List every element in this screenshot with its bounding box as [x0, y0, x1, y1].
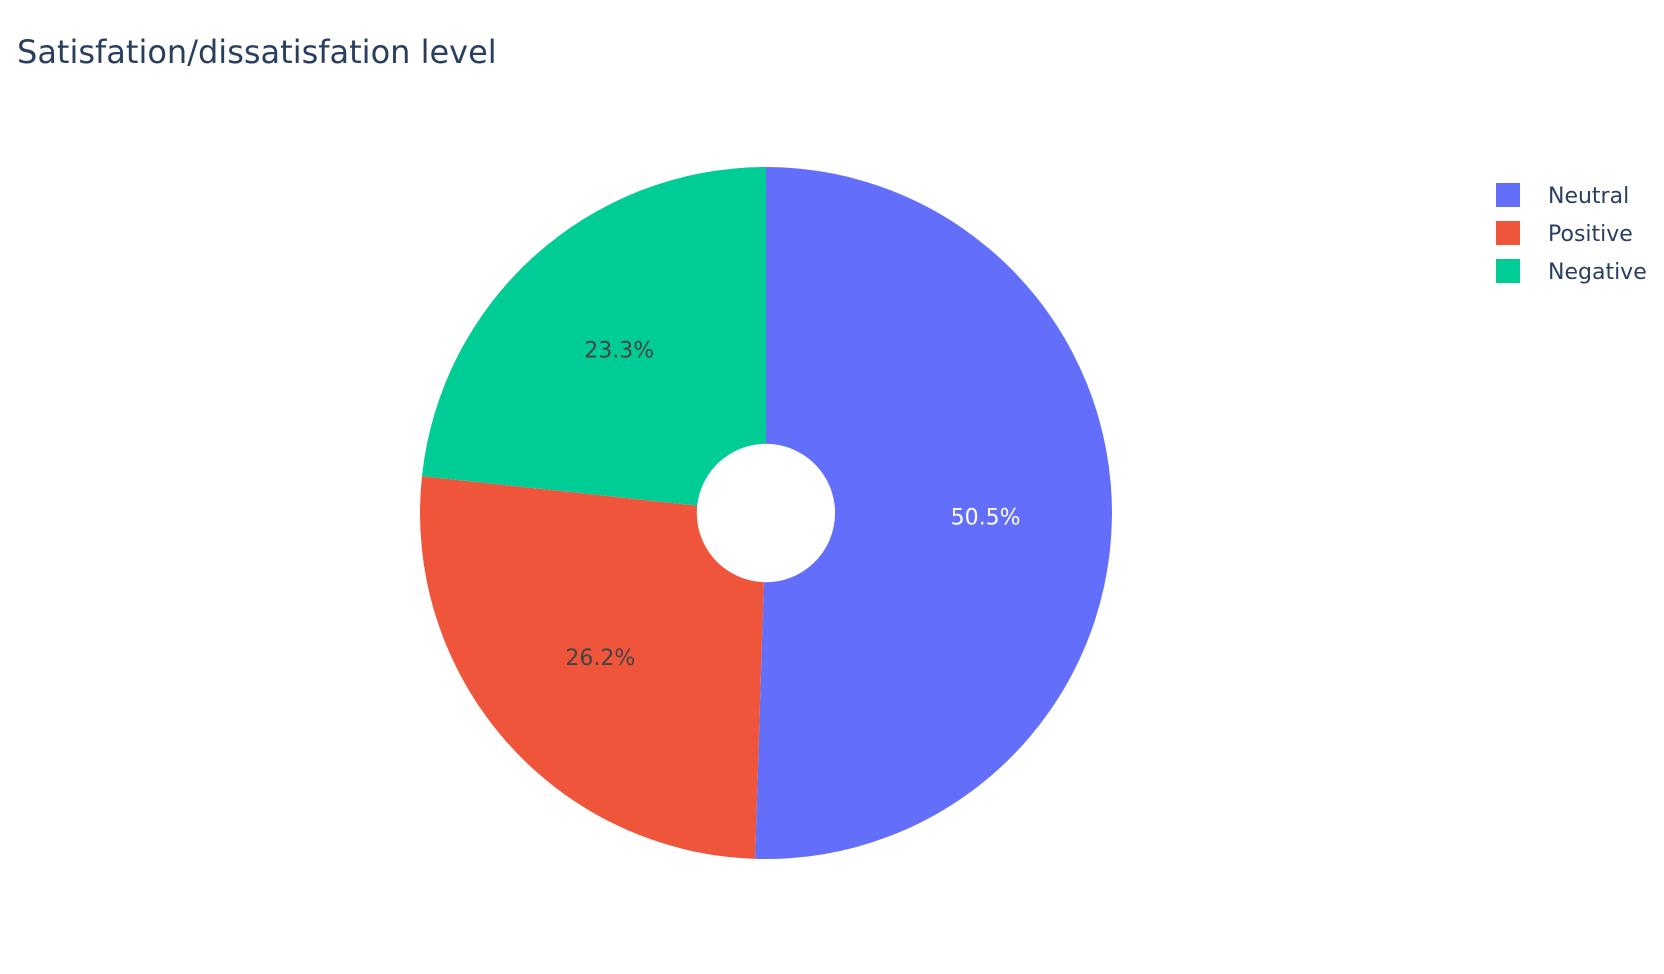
- pie-slice-neutral[interactable]: [755, 167, 1112, 859]
- legend-item-positive[interactable]: Positive: [1496, 221, 1633, 247]
- legend-label-negative: Negative: [1548, 260, 1647, 285]
- chart-title: Satisfation/dissatisfation level: [17, 33, 497, 71]
- legend-label-neutral: Neutral: [1548, 184, 1629, 209]
- legend-item-negative[interactable]: Negative: [1496, 259, 1647, 285]
- slice-label-positive: 26.2%: [565, 646, 635, 671]
- pie-slices: [419, 167, 1112, 859]
- slice-label-negative: 23.3%: [584, 339, 654, 364]
- pie-slice-labels: 50.5% 26.2% 23.3%: [565, 339, 1020, 672]
- legend-swatch-neutral: [1496, 183, 1520, 207]
- slice-label-neutral: 50.5%: [951, 505, 1021, 530]
- legend-item-neutral[interactable]: Neutral: [1496, 183, 1629, 209]
- pie-slice-negative[interactable]: [421, 167, 766, 506]
- legend-swatch-negative: [1496, 259, 1520, 283]
- legend-swatch-positive: [1496, 221, 1520, 245]
- legend-label-positive: Positive: [1548, 222, 1633, 247]
- legend: Neutral Positive Negative: [1496, 183, 1647, 285]
- pie-slice-positive[interactable]: [419, 476, 764, 859]
